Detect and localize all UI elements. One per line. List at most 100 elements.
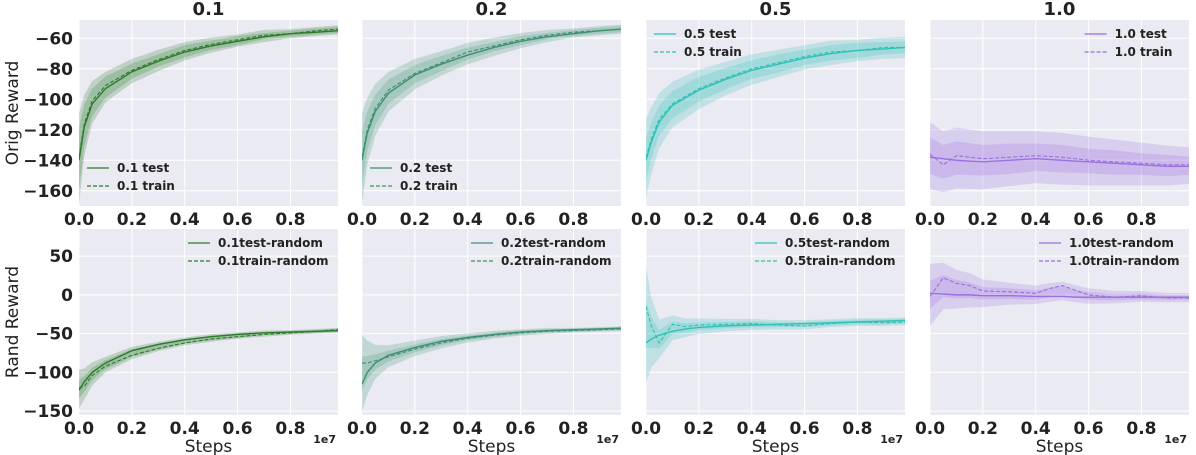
legend-entry: 0.2train-random	[501, 254, 612, 268]
x-tick-label: 0.4	[1021, 210, 1051, 230]
x-tick-label: 0.0	[64, 210, 94, 230]
legend-entry: 0.5 test	[684, 27, 736, 41]
x-tick-label: 0.2	[684, 419, 714, 439]
y-tick-label: −160	[23, 182, 73, 202]
legend-entry: 0.5 train	[684, 45, 742, 59]
panel-background	[930, 20, 1189, 206]
y-tick-label: −120	[23, 121, 73, 141]
column-title-0.1: 0.1	[193, 0, 225, 20]
plot-area	[930, 262, 1189, 326]
series-line-1.0-train	[930, 153, 1189, 166]
x-scale-label: 1e7	[880, 433, 903, 446]
confidence-band-1	[362, 26, 621, 187]
legend: 1.0 test 1.0 train	[1084, 27, 1173, 59]
plot-area	[930, 122, 1189, 193]
legend-entry: 1.0train-random	[1069, 254, 1180, 268]
legend-entry: 1.0test-random	[1069, 236, 1174, 250]
series-line-0.1test-random	[79, 329, 338, 391]
series-line-0.2train-random	[362, 328, 621, 364]
series-line-1.0-test	[930, 156, 1189, 168]
x-scale-label: 1e7	[596, 433, 619, 446]
panel-background	[79, 20, 338, 206]
panel-0-1: 0.0 0.2 0.4 0.6 0.8 0.2 test 0.2 train	[347, 20, 621, 230]
y-tick-label: −60	[35, 29, 73, 49]
column-title-0.2: 0.2	[476, 0, 508, 20]
confidence-band-1	[930, 137, 1189, 179]
x-tick-label: 0.2	[684, 210, 714, 230]
x-tick-label: 0.0	[631, 419, 661, 439]
x-tick-label: 0.0	[915, 210, 945, 230]
x-tick-label: 0.8	[1126, 419, 1156, 439]
legend-entry: 0.1test-random	[218, 236, 323, 250]
confidence-band-0	[930, 122, 1189, 193]
x-tick-label: 0.4	[737, 210, 767, 230]
y-axis-label-1: Rand Reward	[3, 266, 23, 378]
plot-area	[646, 36, 905, 199]
x-tick-label: 0.6	[1074, 210, 1104, 230]
x-tick-label: 0.2	[117, 419, 147, 439]
panel-0-2: 0.0 0.2 0.4 0.6 0.8 0.5 test 0.5 train	[631, 20, 905, 230]
series-line-0.1train-random	[79, 329, 338, 389]
legend: 0.1 test 0.1 train	[87, 161, 175, 193]
x-tick-label: 0.4	[737, 419, 767, 439]
x-tick-label: 0.2	[400, 419, 430, 439]
x-tick-label: 0.6	[223, 210, 253, 230]
column-title-1.0: 1.0	[1044, 0, 1076, 20]
column-title-0.5: 0.5	[760, 0, 792, 20]
panel-background	[646, 20, 905, 206]
series-line-0.2-test	[362, 28, 621, 161]
confidence-band-0	[646, 36, 905, 199]
x-tick-label: 0.6	[506, 419, 536, 439]
legend-entry: 0.1 test	[117, 161, 169, 175]
series-line-0.5train-random	[646, 306, 905, 345]
legend-entry: 1.0 test	[1115, 27, 1167, 41]
series-line-1.0train-random	[930, 277, 1189, 299]
x-tick-label: 0.2	[968, 210, 998, 230]
panel-0-3: 0.0 0.2 0.4 0.6 0.8 1.0 test 1.0 train	[915, 20, 1189, 230]
x-tick-label: 0.4	[170, 210, 200, 230]
x-axis-label: Steps	[752, 437, 800, 455]
panel-1-2: 0.0 0.2 0.4 0.6 0.81e7Steps0.5test-random0.5…	[631, 229, 905, 455]
legend-entry: 1.0 train	[1115, 45, 1173, 59]
legend-entry: 0.2test-random	[501, 236, 606, 250]
legend-entry: 0.1train-random	[218, 254, 329, 268]
confidence-band-0	[930, 262, 1189, 326]
x-tick-label: 0.4	[170, 419, 200, 439]
legend: 1.0test-random 1.0train-random	[1039, 236, 1180, 268]
confidence-band-0	[79, 25, 338, 205]
confidence-band-1	[646, 41, 905, 181]
legend: 0.2test-random 0.2train-random	[471, 236, 612, 268]
legend-entry: 0.5test-random	[785, 236, 890, 250]
x-tick-label: 0.8	[842, 419, 872, 439]
panel-background	[362, 229, 621, 415]
plot-area	[79, 25, 338, 205]
y-tick-label: 0	[61, 286, 73, 306]
confidence-band-1	[930, 275, 1189, 309]
x-scale-label: 1e7	[313, 433, 336, 446]
confidence-band-0	[362, 326, 621, 413]
x-tick-label: 0.4	[453, 419, 483, 439]
legend: 0.5test-random 0.5train-random	[755, 236, 896, 268]
x-tick-label: 0.8	[1126, 210, 1156, 230]
x-tick-label: 0.8	[275, 419, 305, 439]
panel-1-3: 0.0 0.2 0.4 0.6 0.81e7Steps1.0test-random1.0…	[915, 229, 1189, 455]
series-line-0.2-train	[362, 28, 621, 158]
x-tick-label: 0.0	[347, 210, 377, 230]
panel-background	[79, 229, 338, 415]
x-tick-label: 0.8	[275, 210, 305, 230]
plot-area	[362, 24, 621, 205]
plot-area	[362, 326, 621, 413]
panel-0-0: 0.0 0.2 0.4 0.6 0.8 −60 −80 −100 −120 −140 −160 0.1…	[23, 20, 338, 230]
y-tick-label: −150	[23, 402, 73, 422]
series-line-0.5-train	[646, 46, 905, 158]
x-axis-label: Steps	[468, 437, 516, 455]
x-tick-label: 0.2	[117, 210, 147, 230]
x-tick-label: 0.2	[400, 210, 430, 230]
plot-area	[79, 327, 338, 409]
y-tick-label: −80	[35, 60, 73, 80]
x-tick-label: 0.4	[453, 210, 483, 230]
x-tick-label: 0.6	[1074, 419, 1104, 439]
x-tick-label: 0.6	[223, 419, 253, 439]
x-tick-label: 0.6	[790, 210, 820, 230]
